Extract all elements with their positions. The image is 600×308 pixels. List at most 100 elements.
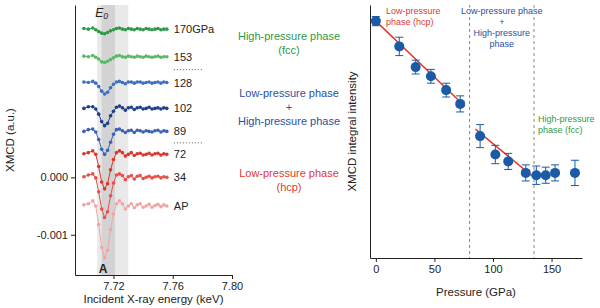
phase-annotation: High-pressure (474, 28, 531, 38)
phase-annotation: Low-pressure phase (461, 6, 543, 16)
error-bar (372, 17, 380, 26)
error-bar-cap (504, 153, 512, 154)
spectrum-point (97, 57, 101, 61)
spectrum-point (109, 194, 113, 198)
error-bar (571, 160, 579, 185)
spectrum-point (118, 199, 122, 203)
error-bar-cap (551, 180, 559, 181)
y-axis-line (370, 6, 371, 259)
spectrum-point (112, 132, 116, 136)
spectrum-point (165, 153, 169, 157)
spectrum-point (109, 168, 113, 172)
phase-annotation: phase (hcp) (386, 17, 434, 27)
data-point (411, 62, 421, 72)
series-label: 128 (174, 77, 192, 89)
tick-mark (552, 258, 553, 262)
data-point (475, 131, 485, 141)
spectrum-point (91, 105, 95, 109)
spectrum-point (82, 152, 86, 156)
x-axis: 050100150 (371, 258, 583, 275)
error-bar-cap (491, 163, 499, 164)
spectra-chart: 7.727.767.800.000-0.001170GPa15312810289… (4, 5, 340, 305)
error-bar-cap (532, 166, 540, 167)
error-bar-cap (427, 83, 435, 84)
phase-annotation: (fcc) (278, 44, 299, 56)
spectrum-point (87, 55, 91, 59)
error-bar (532, 166, 540, 184)
spectrum-point (97, 138, 101, 142)
error-bar-cap (571, 185, 579, 186)
spectrum-line (84, 56, 167, 63)
spectrum-line (84, 151, 167, 189)
spectrum-line (84, 129, 167, 154)
error-bar-cap (395, 55, 403, 56)
error-bar (456, 96, 464, 112)
spectrum-point (115, 202, 119, 206)
tick-label: -0.001 (37, 229, 68, 241)
spectrum-point (94, 107, 98, 111)
tick-mark (71, 177, 75, 178)
error-bar (504, 153, 512, 169)
tick-mark (434, 258, 435, 262)
phase-annotation: + (286, 101, 292, 113)
spectrum-point (165, 204, 169, 208)
series-label: 102 (174, 102, 192, 114)
spectrum-point (165, 130, 169, 134)
spectrum-point (165, 81, 169, 85)
data-point (490, 150, 500, 160)
spectrum-point (109, 140, 113, 144)
x-axis-title: Pressure (GPa) (436, 286, 516, 298)
error-bar-cap (504, 169, 512, 170)
tick-label: 7.72 (103, 280, 124, 292)
phase-annotation: + (499, 17, 504, 27)
error-bar-cap (542, 167, 550, 168)
error-bar (412, 60, 420, 74)
tick-label: 150 (543, 263, 561, 275)
spectrum-point (94, 81, 98, 85)
x-axis-tick: 7.80 (222, 275, 243, 292)
spectrum-point (109, 86, 113, 90)
spectrum-point (112, 109, 116, 113)
error-bar-cap (476, 124, 484, 125)
phase-annotation: High-pressure phase (238, 30, 340, 42)
spectrum-point (87, 27, 91, 31)
error-bar-cap (522, 164, 530, 165)
spectrum-point (156, 203, 160, 207)
data-point (531, 170, 541, 180)
error-bar-cap (395, 37, 403, 38)
spectrum-point (109, 114, 113, 118)
spectrum-point (124, 207, 128, 211)
spectrum-point (82, 203, 86, 207)
spectrum-point (127, 204, 131, 208)
spectrum-point (100, 147, 104, 151)
error-bar (395, 37, 403, 55)
error-bar-cap (456, 111, 464, 112)
spectrum-point (165, 55, 169, 59)
spectrum-point (100, 246, 104, 250)
tick-label: 0 (373, 263, 379, 275)
spectrum-point (112, 158, 116, 162)
y-axis-title: XMCD (a.u.) (4, 108, 16, 172)
series-label: 34 (174, 171, 186, 183)
spectrum-point (103, 256, 107, 260)
phase-annotation: High-pressure (538, 114, 595, 124)
error-bar-cap (427, 69, 435, 70)
x-axis-tick: 7.72 (103, 275, 124, 292)
spectrum-point (109, 228, 113, 232)
spectrum-point (121, 151, 125, 155)
data-point (371, 16, 381, 26)
spectrum-point (124, 108, 128, 112)
spectrum-line (84, 201, 167, 258)
spectrum-point (165, 107, 169, 111)
spectrum-point (106, 182, 110, 186)
error-bar (542, 167, 550, 183)
spectrum-point (82, 27, 86, 31)
series-label: 153 (174, 51, 192, 63)
tick-label: 0.000 (40, 171, 68, 183)
x-axis-tick: 50 (429, 258, 441, 275)
spectrum-point (124, 178, 128, 182)
spectrum-point (100, 120, 104, 124)
error-bar-cap (456, 95, 464, 96)
x-axis-tick: 150 (543, 258, 561, 275)
error-bar-cap (491, 145, 499, 146)
